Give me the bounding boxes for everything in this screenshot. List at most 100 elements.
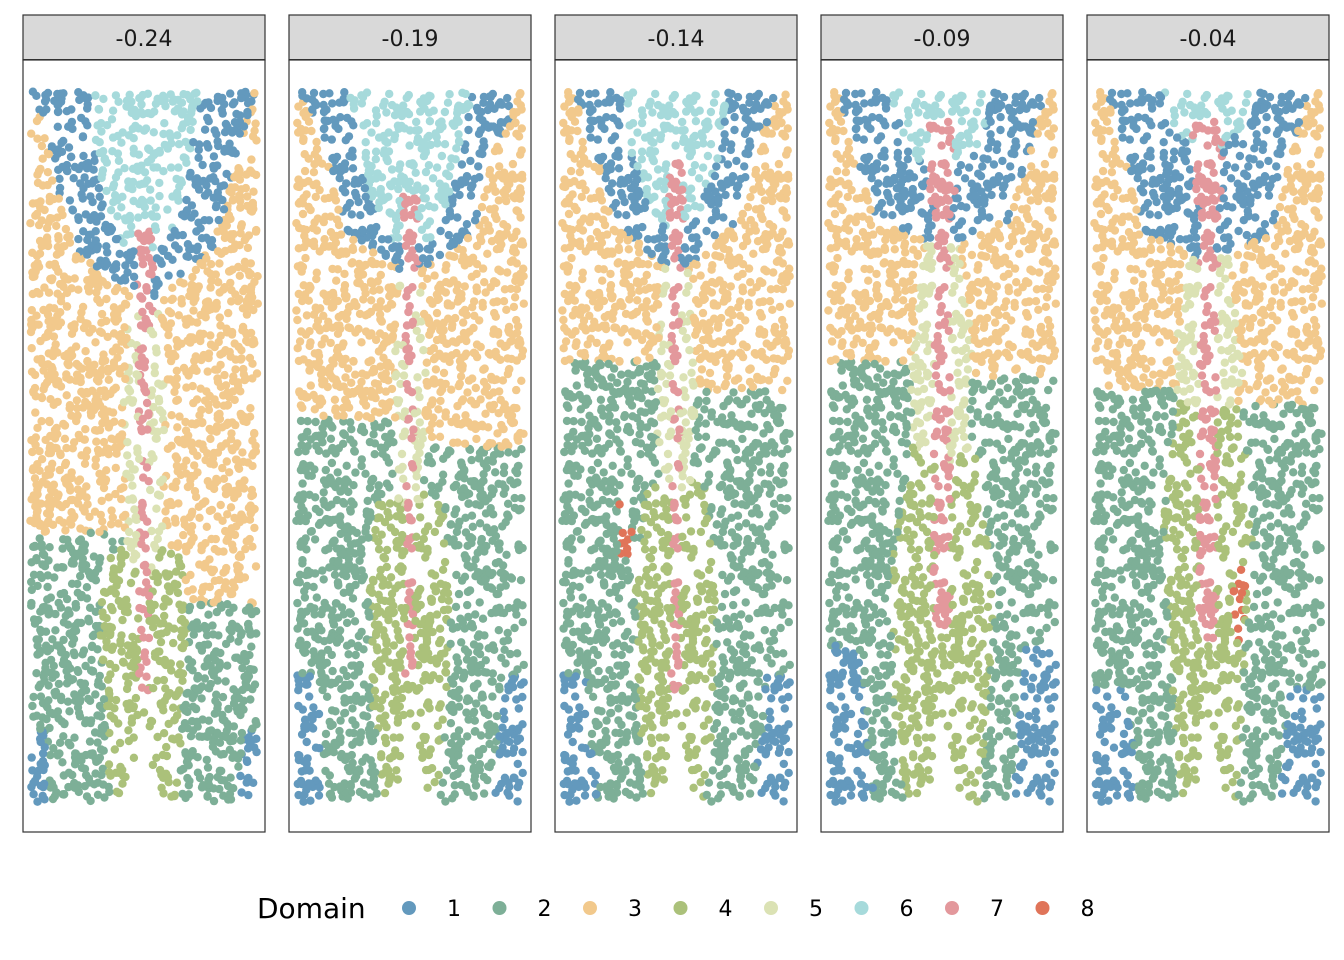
data-point xyxy=(407,544,416,553)
data-point xyxy=(173,423,182,432)
data-point xyxy=(231,365,240,374)
data-point xyxy=(519,299,528,308)
data-point xyxy=(320,194,329,203)
data-point xyxy=(470,775,479,784)
data-point xyxy=(84,774,94,783)
data-point xyxy=(104,450,113,459)
data-point xyxy=(320,235,329,244)
data-point xyxy=(455,190,464,200)
data-point xyxy=(107,645,117,654)
data-point xyxy=(177,124,186,133)
data-point xyxy=(503,628,512,638)
data-point xyxy=(454,693,463,703)
data-point xyxy=(102,186,111,196)
data-point xyxy=(139,197,149,206)
data-point xyxy=(89,552,99,561)
data-point xyxy=(59,272,69,281)
data-point xyxy=(314,709,324,719)
data-point xyxy=(248,436,257,445)
data-point xyxy=(368,736,378,745)
data-point xyxy=(330,536,339,545)
data-point xyxy=(97,496,106,506)
data-point xyxy=(49,480,59,489)
data-point xyxy=(363,203,372,212)
data-point xyxy=(505,122,515,131)
data-point xyxy=(108,537,117,546)
data-point xyxy=(176,766,185,775)
data-point xyxy=(293,598,302,608)
data-point xyxy=(226,352,235,361)
data-point xyxy=(54,500,63,509)
data-point xyxy=(375,303,385,312)
data-point xyxy=(118,512,128,521)
facet-panel: -0.19 xyxy=(288,14,532,833)
data-point xyxy=(117,203,126,212)
data-point xyxy=(87,655,96,665)
data-point xyxy=(416,708,425,717)
data-point xyxy=(451,541,460,550)
data-point xyxy=(244,790,253,800)
data-point xyxy=(187,438,196,447)
data-point xyxy=(301,570,311,580)
data-point xyxy=(30,776,40,786)
data-point xyxy=(470,716,479,725)
data-point xyxy=(497,653,506,662)
data-point xyxy=(216,500,225,510)
data-point xyxy=(203,792,212,801)
data-point xyxy=(172,461,182,470)
data-point xyxy=(418,753,427,762)
data-point xyxy=(326,721,336,731)
data-point xyxy=(204,216,214,225)
data-point xyxy=(130,505,139,514)
data-point xyxy=(243,674,252,684)
data-point xyxy=(348,716,357,725)
data-point xyxy=(86,796,95,806)
data-point xyxy=(335,626,345,635)
data-point xyxy=(95,671,105,681)
data-point xyxy=(325,635,334,645)
data-point xyxy=(237,788,246,797)
data-point xyxy=(67,579,77,588)
data-point xyxy=(119,398,129,407)
data-point xyxy=(112,260,121,269)
data-point xyxy=(202,387,211,396)
data-point xyxy=(503,728,513,738)
data-point xyxy=(377,695,387,705)
data-point xyxy=(183,773,192,783)
data-point xyxy=(491,608,500,617)
data-point xyxy=(86,528,96,538)
data-point xyxy=(390,413,400,422)
data-point xyxy=(206,331,215,340)
data-point xyxy=(248,461,257,471)
data-point xyxy=(344,132,354,141)
data-point xyxy=(503,788,512,797)
data-point xyxy=(27,598,36,608)
data-point xyxy=(168,283,177,292)
data-point xyxy=(411,168,420,177)
data-point xyxy=(55,174,64,183)
data-point xyxy=(145,269,154,278)
data-point xyxy=(461,528,471,537)
data-point xyxy=(206,103,216,113)
data-point xyxy=(217,249,226,258)
data-point xyxy=(172,396,181,405)
data-point xyxy=(352,192,361,201)
data-point xyxy=(120,323,129,332)
data-point xyxy=(498,376,508,385)
data-point xyxy=(407,388,417,397)
data-point xyxy=(435,638,444,648)
data-point xyxy=(124,726,133,735)
data-point xyxy=(132,551,141,560)
data-point xyxy=(91,455,101,464)
data-point xyxy=(416,600,425,610)
data-point xyxy=(66,152,76,162)
data-point xyxy=(299,178,309,188)
data-point xyxy=(301,253,310,263)
data-point xyxy=(251,447,261,456)
data-point xyxy=(416,513,425,522)
data-point xyxy=(322,449,331,458)
data-point xyxy=(471,727,480,736)
data-point xyxy=(196,336,205,346)
data-point xyxy=(452,527,462,537)
data-point xyxy=(297,502,306,511)
